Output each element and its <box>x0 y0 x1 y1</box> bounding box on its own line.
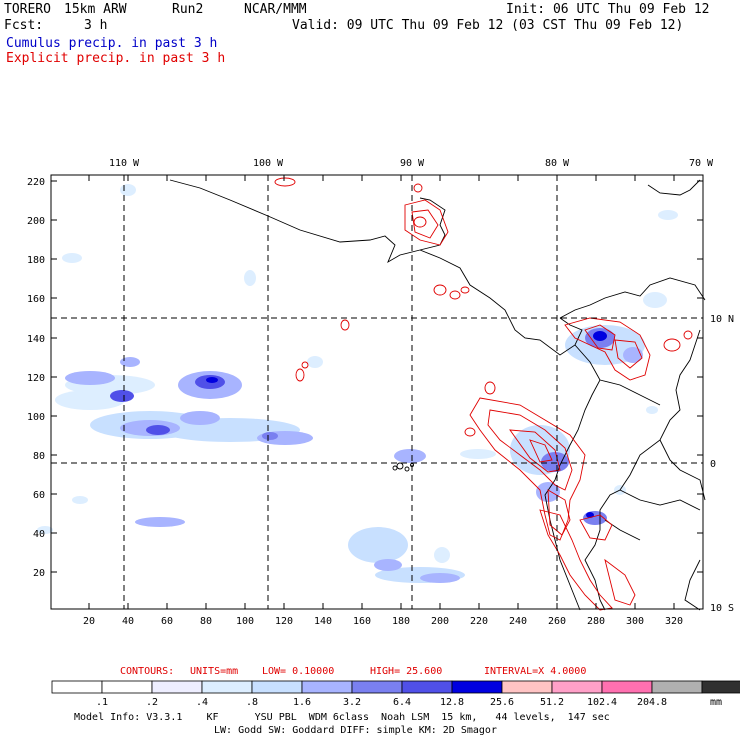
grid-y-label: 140 <box>27 334 45 345</box>
grid-x-label: 80 <box>200 616 212 627</box>
model-info-line: Model Info: V3.3.1 KF YSU PBL WDM 6class… <box>74 712 610 723</box>
grid-y-label: 100 <box>27 412 45 423</box>
grid-y-label: 200 <box>27 216 45 227</box>
contours-high: HIGH= 25.600 <box>370 666 443 677</box>
lat-label: 10 S <box>710 603 734 614</box>
grid-y-label: 60 <box>33 490 45 501</box>
forecast-label: Fcst: <box>4 18 44 33</box>
colorbar-unit: mm <box>710 697 722 708</box>
colorbar-swatch <box>551 680 603 694</box>
model-center: NCAR/MMM <box>244 2 307 17</box>
grid-x-label: 60 <box>161 616 173 627</box>
grid-x-label: 180 <box>392 616 410 627</box>
colorbar-swatch <box>451 680 503 694</box>
grid-y-label: 20 <box>33 568 45 579</box>
axis-ticks <box>51 175 703 609</box>
colorbar-label: 25.6 <box>490 697 514 708</box>
colorbar-swatch <box>251 680 303 694</box>
physics-info-line: LW: Godd SW: Goddard DIFF: simple KM: 2D… <box>214 725 497 736</box>
colorbar-label: 102.4 <box>587 697 617 708</box>
grid-y-label: 220 <box>27 177 45 188</box>
model-name: TORERO <box>4 2 51 17</box>
lon-label: 80 W <box>545 158 570 169</box>
colorbar-swatch <box>501 680 553 694</box>
lat-label: 0 <box>710 459 716 470</box>
contours-units: UNITS=mm <box>190 666 239 677</box>
map-frame <box>50 174 704 610</box>
left-grid-labels: 220 200 180 160 140 120 100 80 60 40 20 <box>27 177 45 579</box>
grid-x-label: 220 <box>470 616 488 627</box>
grid-y-label: 120 <box>27 373 45 384</box>
colorbar-swatch <box>101 680 153 694</box>
grid-x-label: 120 <box>275 616 293 627</box>
cumulus-precip-shading <box>37 184 678 583</box>
model-resolution: 15km ARW <box>64 2 127 17</box>
colorbar-label: 12.8 <box>440 697 464 708</box>
grid-x-label: 100 <box>236 616 254 627</box>
colorbar-label: .4 <box>196 697 208 708</box>
graticule <box>51 175 703 609</box>
explicit-precip-contours <box>274 177 693 611</box>
grid-x-label: 300 <box>626 616 644 627</box>
explicit-precip-label: Explicit precip. in past 3 h <box>6 51 226 66</box>
lon-label: 100 W <box>253 158 284 169</box>
colorbar-label: 6.4 <box>393 697 411 708</box>
colorbar-swatch <box>51 680 103 694</box>
colorbar-label: .8 <box>246 697 258 708</box>
lon-label: 110 W <box>109 158 140 169</box>
colorbar-label: .2 <box>146 697 158 708</box>
contours-low: LOW= 0.10000 <box>262 666 335 677</box>
colorbar-labels: .1 .2 .4 .8 1.6 3.2 6.4 12.8 25.6 51.2 1… <box>96 697 722 708</box>
lon-label: 90 W <box>400 158 425 169</box>
grid-x-label: 40 <box>122 616 134 627</box>
colorbar-swatch <box>201 680 253 694</box>
colorbar-swatch <box>401 680 453 694</box>
lat-label: 10 N <box>710 314 734 325</box>
grid-x-label: 160 <box>353 616 371 627</box>
colorbar-label: 51.2 <box>540 697 564 708</box>
grid-y-label: 160 <box>27 294 45 305</box>
colorbar-label: 204.8 <box>637 697 667 708</box>
colorbar-swatch <box>601 680 653 694</box>
contours-label: CONTOURS: <box>120 666 175 677</box>
forecast-hour: 3 h <box>84 18 108 33</box>
colorbar-swatch <box>701 680 740 694</box>
colorbar-label: 1.6 <box>293 697 311 708</box>
top-lon-labels: 110 W 100 W 90 W 80 W 70 W <box>109 158 714 169</box>
grid-x-label: 240 <box>509 616 527 627</box>
colorbar-swatch <box>301 680 353 694</box>
colorbar-label: 3.2 <box>343 697 361 708</box>
cumulus-precip-label: Cumulus precip. in past 3 h <box>6 36 218 51</box>
contours-interval: INTERVAL=X 4.0000 <box>484 666 587 677</box>
grid-x-label: 200 <box>431 616 449 627</box>
lon-label: 70 W <box>689 158 714 169</box>
init-time: Init: 06 UTC Thu 09 Feb 12 <box>506 2 710 17</box>
grid-y-label: 80 <box>33 451 45 462</box>
grid-x-label: 260 <box>548 616 566 627</box>
grid-x-label: 20 <box>83 616 95 627</box>
model-run: Run2 <box>172 2 204 17</box>
grid-x-label: 140 <box>314 616 332 627</box>
valid-time: Valid: 09 UTC Thu 09 Feb 12 (03 CST Thu … <box>292 18 684 33</box>
colorbar-swatch <box>351 680 403 694</box>
colorbar <box>51 680 740 694</box>
colorbar-label: .1 <box>96 697 108 708</box>
colorbar-swatch <box>151 680 203 694</box>
grid-x-label: 320 <box>665 616 683 627</box>
bottom-grid-labels: 20 40 60 80 100 120 140 160 180 200 220 … <box>83 616 683 627</box>
grid-y-label: 180 <box>27 255 45 266</box>
grid-y-label: 40 <box>33 529 45 540</box>
right-lat-labels: 10 N 0 10 S <box>710 314 734 614</box>
colorbar-swatch <box>651 680 703 694</box>
grid-x-label: 280 <box>587 616 605 627</box>
